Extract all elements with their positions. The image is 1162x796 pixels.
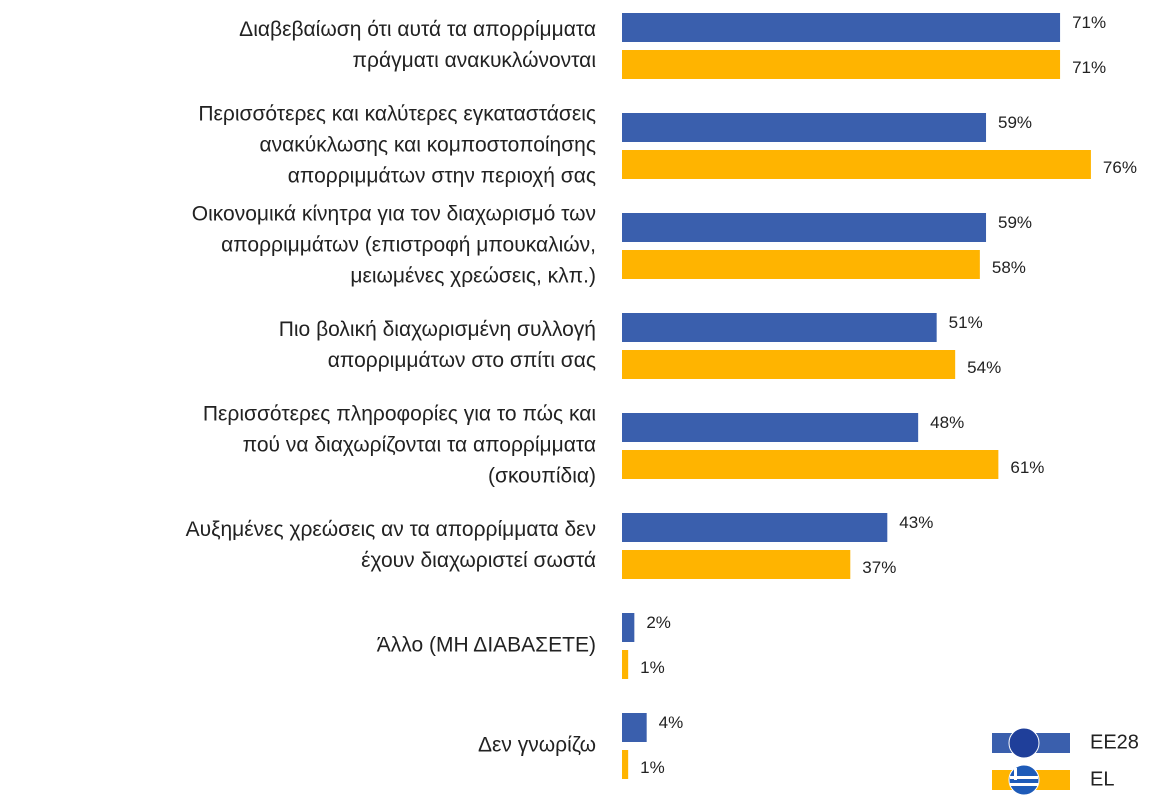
- category-label: Περισσότερες πληροφορίες για το πώς και: [203, 403, 596, 426]
- category-label: απορριμμάτων στο σπίτι σας: [328, 349, 596, 372]
- bar: [622, 450, 999, 479]
- value-label: 43%: [899, 513, 933, 532]
- value-label: 37%: [862, 558, 896, 577]
- value-label: 71%: [1072, 58, 1106, 77]
- flag-stripe: [1010, 783, 1038, 786]
- bar: [622, 13, 1061, 42]
- category-label: Διαβεβαίωση ότι αυτά τα απορρίμματα: [239, 18, 596, 41]
- category-label: πού να διαχωρίζονται τα απορρίμματα: [243, 434, 596, 457]
- category-label: (σκουπίδια): [488, 465, 596, 488]
- value-label: 54%: [967, 358, 1001, 377]
- value-label: 1%: [640, 758, 665, 777]
- bar: [622, 650, 629, 679]
- flag-stripe: [1010, 776, 1038, 779]
- value-label: 48%: [930, 413, 964, 432]
- bar: [622, 513, 888, 542]
- bar: [622, 313, 937, 342]
- bar: [622, 613, 635, 642]
- category-label: απορριμμάτων (επιστροφή μπουκαλιών,: [221, 234, 596, 257]
- value-label: 76%: [1103, 158, 1137, 177]
- bar: [622, 50, 1061, 79]
- bar: [622, 413, 919, 442]
- bar: [622, 113, 987, 142]
- legend-flag: [1008, 764, 1040, 796]
- value-label: 61%: [1010, 458, 1044, 477]
- value-label: 71%: [1072, 13, 1106, 32]
- value-label: 58%: [992, 258, 1026, 277]
- category-label: πράγματι ανακυκλώνονται: [353, 49, 597, 72]
- category-label: απορριμμάτων στην περιοχή σας: [288, 165, 596, 188]
- category-label: μειωμένες χρεώσεις, κλπ.): [350, 265, 596, 288]
- legend-label: EL: [1090, 768, 1114, 790]
- value-label: 4%: [659, 713, 684, 732]
- bar: [622, 150, 1091, 179]
- category-label: Οικονομικά κίνητρα για τον διαχωρισμό τω…: [192, 203, 596, 226]
- category-label: ανακύκλωσης και κομποστοποίησης: [259, 134, 596, 157]
- bar: [622, 350, 956, 379]
- value-label: 2%: [646, 613, 671, 632]
- category-label: Περισσότερες και καλύτερες εγκαταστάσεις: [198, 103, 596, 126]
- category-label: Δεν γνωρίζω: [478, 734, 596, 757]
- bar: [622, 750, 629, 779]
- bar: [622, 213, 987, 242]
- bar: [622, 713, 647, 742]
- flag-cross: [1014, 768, 1017, 780]
- category-label: Πιο βολική διαχωρισμένη συλλογή: [279, 318, 596, 341]
- category-label: Αυξημένες χρεώσεις αν τα απορρίμματα δεν: [186, 518, 596, 541]
- value-label: 59%: [998, 113, 1032, 132]
- bar: [622, 550, 851, 579]
- category-label: έχουν διαχωριστεί σωστά: [361, 549, 596, 572]
- value-label: 59%: [998, 213, 1032, 232]
- legend-label: EE28: [1090, 731, 1139, 753]
- category-label: Άλλο (ΜΗ ΔΙΑΒΑΣΕΤΕ): [377, 634, 596, 657]
- value-label: 51%: [949, 313, 983, 332]
- value-label: 1%: [640, 658, 665, 677]
- legend-flag: [1008, 727, 1040, 759]
- bar: [622, 250, 980, 279]
